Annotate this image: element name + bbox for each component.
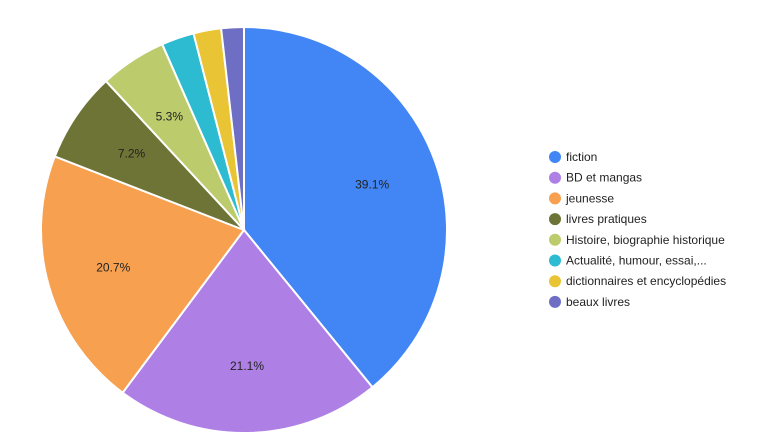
slice-percent-label: 20.7% — [96, 261, 130, 275]
slice-percent-label: 5.3% — [156, 109, 184, 123]
legend-entry-label[interactable]: fiction — [566, 150, 597, 164]
legend-swatch — [549, 171, 561, 184]
slice-percent-label: 7.2% — [118, 147, 146, 161]
legend-entry-label[interactable]: Actualité, humour, essai,... — [566, 254, 707, 268]
pie-slice — [40, 155, 246, 395]
slice-percent-label: 21.1% — [230, 359, 264, 373]
legend-swatch — [549, 151, 561, 163]
pie-slice — [243, 25, 448, 389]
legend-entry-label[interactable]: livres pratiques — [566, 212, 647, 226]
pie-slices — [40, 25, 448, 434]
legend-swatch — [549, 233, 561, 246]
pie-slice — [121, 228, 374, 434]
legend-swatch — [549, 275, 561, 288]
legend-swatch — [549, 254, 561, 267]
legend-entry-label[interactable]: Histoire, biographie historique — [566, 233, 725, 247]
legend-entry-label[interactable]: beaux livres — [566, 295, 630, 309]
legend-swatch — [549, 213, 561, 226]
legend: fiction BD et mangas jeunesse livres pratiq… — [549, 150, 726, 309]
legend-swatch — [549, 295, 561, 308]
legend-swatch — [549, 192, 561, 205]
pie-slice — [219, 25, 245, 231]
slice-labels: 39.1% 21.1% 20.7% 7.2% 5.3% — [96, 109, 389, 373]
legend-entry-label[interactable]: BD et mangas — [566, 171, 642, 185]
legend-entry-label[interactable]: jeunesse — [565, 191, 614, 205]
legend-entry-label[interactable]: dictionnaires et encyclopédies — [566, 274, 726, 288]
slice-percent-label: 39.1% — [355, 177, 389, 191]
